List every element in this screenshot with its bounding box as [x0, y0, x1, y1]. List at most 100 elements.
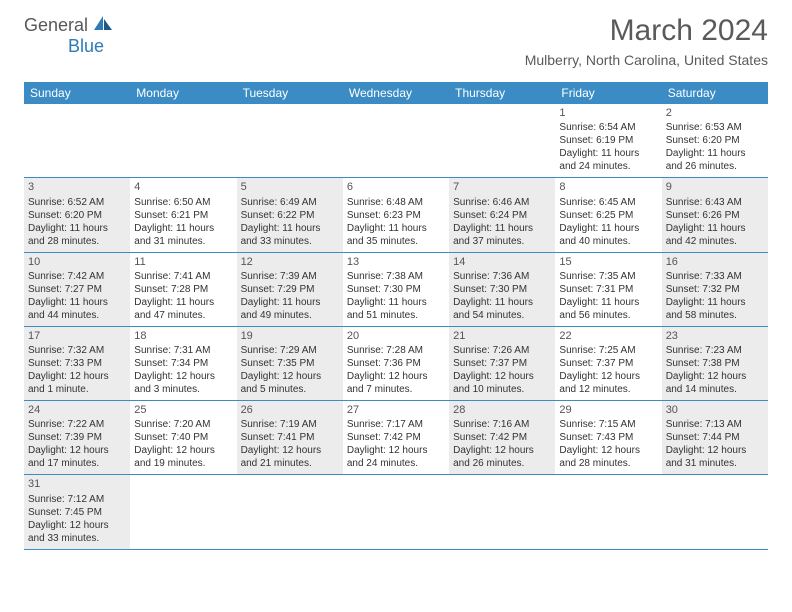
- weeks-container: 1Sunrise: 6:54 AMSunset: 6:19 PMDaylight…: [24, 104, 768, 550]
- day-cell: [237, 104, 343, 177]
- day-number: 21: [453, 329, 551, 343]
- day-cell: 8Sunrise: 6:45 AMSunset: 6:25 PMDaylight…: [555, 178, 661, 251]
- day-sunset: Sunset: 6:21 PM: [134, 209, 232, 222]
- day-number: 14: [453, 255, 551, 269]
- day-header: Monday: [130, 82, 236, 104]
- day-daylight: Daylight: 12 hours and 17 minutes.: [28, 444, 126, 470]
- day-number: 3: [28, 180, 126, 194]
- day-number: 23: [666, 329, 764, 343]
- logo-sail-icon: [92, 14, 114, 37]
- logo: General: [24, 14, 116, 37]
- day-sunrise: Sunrise: 6:48 AM: [347, 196, 445, 209]
- day-cell: 9Sunrise: 6:43 AMSunset: 6:26 PMDaylight…: [662, 178, 768, 251]
- calendar: SundayMondayTuesdayWednesdayThursdayFrid…: [24, 82, 768, 550]
- location: Mulberry, North Carolina, United States: [525, 52, 768, 68]
- day-number: 10: [28, 255, 126, 269]
- day-cell: 20Sunrise: 7:28 AMSunset: 7:36 PMDayligh…: [343, 327, 449, 400]
- week-row: 17Sunrise: 7:32 AMSunset: 7:33 PMDayligh…: [24, 327, 768, 401]
- day-sunset: Sunset: 7:37 PM: [559, 357, 657, 370]
- day-number: 18: [134, 329, 232, 343]
- day-cell: 7Sunrise: 6:46 AMSunset: 6:24 PMDaylight…: [449, 178, 555, 251]
- day-cell: 19Sunrise: 7:29 AMSunset: 7:35 PMDayligh…: [237, 327, 343, 400]
- day-number: 28: [453, 403, 551, 417]
- day-daylight: Daylight: 11 hours and 47 minutes.: [134, 296, 232, 322]
- title-block: March 2024 Mulberry, North Carolina, Uni…: [525, 14, 768, 68]
- day-daylight: Daylight: 12 hours and 19 minutes.: [134, 444, 232, 470]
- day-sunrise: Sunrise: 7:42 AM: [28, 270, 126, 283]
- day-cell: 18Sunrise: 7:31 AMSunset: 7:34 PMDayligh…: [130, 327, 236, 400]
- day-sunset: Sunset: 7:39 PM: [28, 431, 126, 444]
- day-cell: 5Sunrise: 6:49 AMSunset: 6:22 PMDaylight…: [237, 178, 343, 251]
- day-cell: 15Sunrise: 7:35 AMSunset: 7:31 PMDayligh…: [555, 253, 661, 326]
- day-daylight: Daylight: 12 hours and 33 minutes.: [28, 519, 126, 545]
- day-cell: 2Sunrise: 6:53 AMSunset: 6:20 PMDaylight…: [662, 104, 768, 177]
- day-sunset: Sunset: 7:44 PM: [666, 431, 764, 444]
- day-cell: 25Sunrise: 7:20 AMSunset: 7:40 PMDayligh…: [130, 401, 236, 474]
- day-sunrise: Sunrise: 7:29 AM: [241, 344, 339, 357]
- day-daylight: Daylight: 11 hours and 35 minutes.: [347, 222, 445, 248]
- day-cell: 27Sunrise: 7:17 AMSunset: 7:42 PMDayligh…: [343, 401, 449, 474]
- day-daylight: Daylight: 12 hours and 1 minute.: [28, 370, 126, 396]
- day-cell: [24, 104, 130, 177]
- day-daylight: Daylight: 12 hours and 10 minutes.: [453, 370, 551, 396]
- day-sunrise: Sunrise: 7:15 AM: [559, 418, 657, 431]
- day-cell: [130, 104, 236, 177]
- day-daylight: Daylight: 11 hours and 28 minutes.: [28, 222, 126, 248]
- day-daylight: Daylight: 12 hours and 21 minutes.: [241, 444, 339, 470]
- week-row: 31Sunrise: 7:12 AMSunset: 7:45 PMDayligh…: [24, 475, 768, 549]
- day-sunrise: Sunrise: 7:28 AM: [347, 344, 445, 357]
- day-number: 17: [28, 329, 126, 343]
- day-daylight: Daylight: 11 hours and 49 minutes.: [241, 296, 339, 322]
- logo-text-general: General: [24, 15, 88, 36]
- day-daylight: Daylight: 12 hours and 3 minutes.: [134, 370, 232, 396]
- day-number: 5: [241, 180, 339, 194]
- day-daylight: Daylight: 11 hours and 56 minutes.: [559, 296, 657, 322]
- day-daylight: Daylight: 12 hours and 7 minutes.: [347, 370, 445, 396]
- day-sunset: Sunset: 7:42 PM: [347, 431, 445, 444]
- day-cell: [343, 104, 449, 177]
- month-title: March 2024: [525, 14, 768, 48]
- day-sunset: Sunset: 6:24 PM: [453, 209, 551, 222]
- day-number: 1: [559, 106, 657, 120]
- day-cell: 10Sunrise: 7:42 AMSunset: 7:27 PMDayligh…: [24, 253, 130, 326]
- day-sunset: Sunset: 7:42 PM: [453, 431, 551, 444]
- day-sunset: Sunset: 7:43 PM: [559, 431, 657, 444]
- day-cell: 21Sunrise: 7:26 AMSunset: 7:37 PMDayligh…: [449, 327, 555, 400]
- day-sunrise: Sunrise: 7:23 AM: [666, 344, 764, 357]
- day-header: Saturday: [662, 82, 768, 104]
- day-number: 9: [666, 180, 764, 194]
- day-cell: [343, 475, 449, 548]
- day-sunrise: Sunrise: 6:45 AM: [559, 196, 657, 209]
- day-cell: 12Sunrise: 7:39 AMSunset: 7:29 PMDayligh…: [237, 253, 343, 326]
- day-number: 22: [559, 329, 657, 343]
- day-cell: [449, 104, 555, 177]
- day-number: 6: [347, 180, 445, 194]
- day-sunset: Sunset: 6:23 PM: [347, 209, 445, 222]
- day-sunrise: Sunrise: 7:41 AM: [134, 270, 232, 283]
- day-number: 12: [241, 255, 339, 269]
- day-sunrise: Sunrise: 6:54 AM: [559, 121, 657, 134]
- day-header: Tuesday: [237, 82, 343, 104]
- day-daylight: Daylight: 11 hours and 54 minutes.: [453, 296, 551, 322]
- day-sunset: Sunset: 6:26 PM: [666, 209, 764, 222]
- day-number: 13: [347, 255, 445, 269]
- day-daylight: Daylight: 11 hours and 37 minutes.: [453, 222, 551, 248]
- day-cell: 6 Sunrise: 6:48 AMSunset: 6:23 PMDaylight…: [343, 178, 449, 251]
- day-cell: 22Sunrise: 7:25 AMSunset: 7:37 PMDayligh…: [555, 327, 661, 400]
- day-daylight: Daylight: 12 hours and 14 minutes.: [666, 370, 764, 396]
- day-sunset: Sunset: 7:30 PM: [347, 283, 445, 296]
- day-sunrise: Sunrise: 6:49 AM: [241, 196, 339, 209]
- day-cell: 4Sunrise: 6:50 AMSunset: 6:21 PMDaylight…: [130, 178, 236, 251]
- day-daylight: Daylight: 11 hours and 58 minutes.: [666, 296, 764, 322]
- day-cell: [449, 475, 555, 548]
- day-number: 15: [559, 255, 657, 269]
- day-sunset: Sunset: 7:36 PM: [347, 357, 445, 370]
- day-sunrise: Sunrise: 7:19 AM: [241, 418, 339, 431]
- day-daylight: Daylight: 11 hours and 33 minutes.: [241, 222, 339, 248]
- day-cell: 13Sunrise: 7:38 AMSunset: 7:30 PMDayligh…: [343, 253, 449, 326]
- day-header: Wednesday: [343, 82, 449, 104]
- day-cell: [237, 475, 343, 548]
- day-sunrise: Sunrise: 7:20 AM: [134, 418, 232, 431]
- week-row: 1Sunrise: 6:54 AMSunset: 6:19 PMDaylight…: [24, 104, 768, 178]
- day-sunrise: Sunrise: 7:16 AM: [453, 418, 551, 431]
